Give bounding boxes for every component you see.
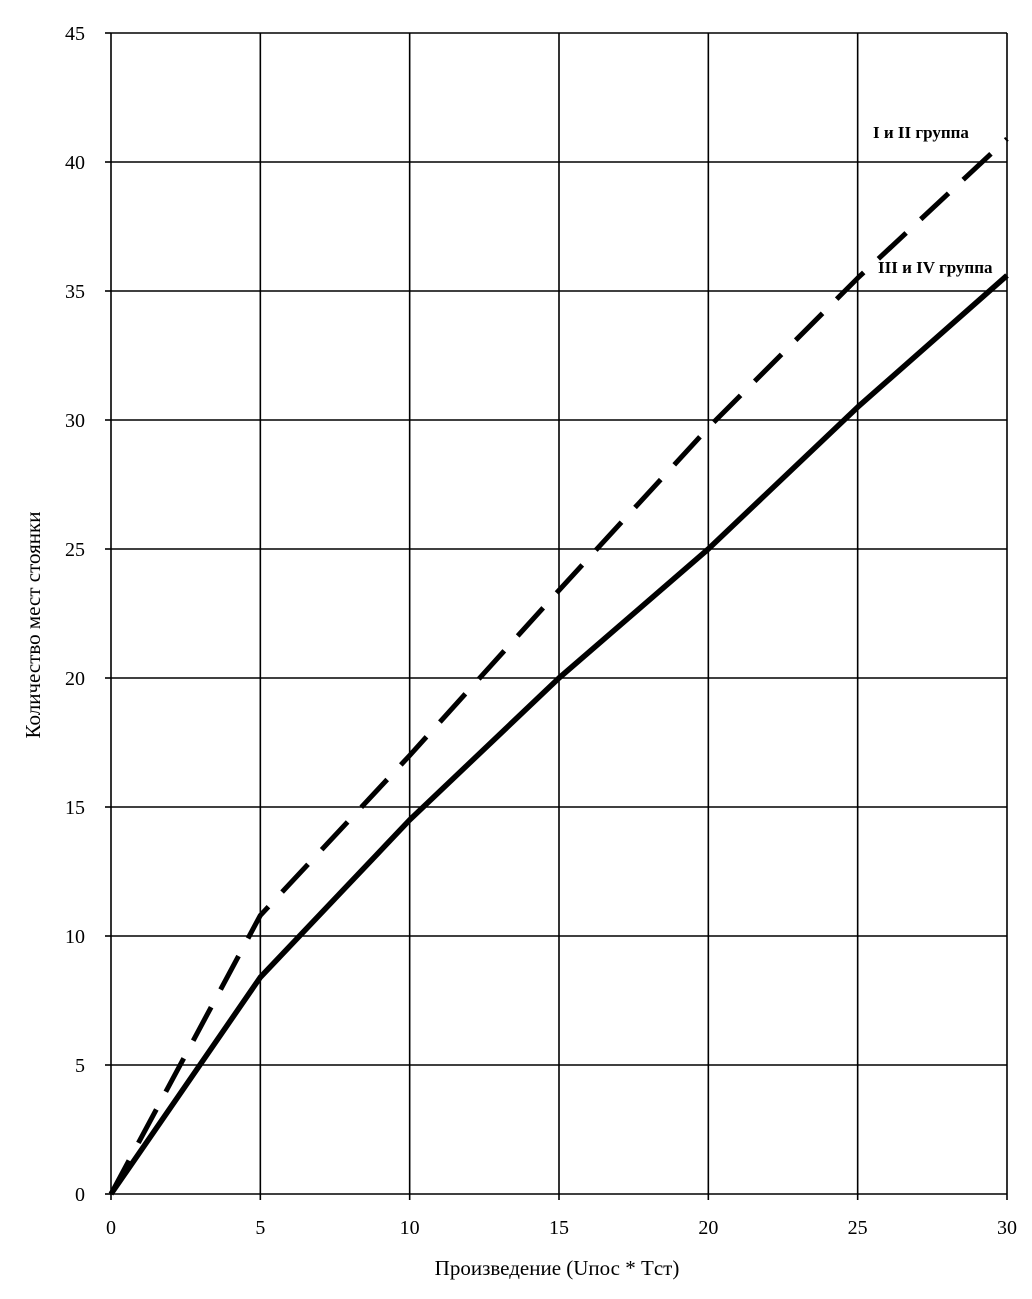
x-tick-label: 0 [106,1217,116,1239]
series-line-i-ii-group [108,136,1009,1196]
x-tick-label: 15 [549,1217,569,1239]
x-tick-label: 5 [255,1217,265,1239]
y-tick-label: 20 [65,668,85,690]
x-axis-title: Произведение (Uпос * Tст) [435,1256,680,1280]
y-tick-label: 0 [75,1184,85,1206]
y-tick-label: 40 [65,152,85,174]
x-tick-label: 30 [997,1217,1017,1239]
x-tick-label: 20 [698,1217,718,1239]
y-tick-label: 10 [65,926,85,948]
y-tick-label: 25 [65,539,85,561]
grid-lines [105,32,1008,1200]
series-line-iii-iv-group [108,273,1009,1196]
y-tick-label: 15 [65,797,85,819]
y-tick-label: 30 [65,410,85,432]
y-tick-label: 35 [65,281,85,303]
x-axis-ticks: 0 5 10 15 20 25 30 [106,1217,1017,1239]
x-tick-label: 25 [848,1217,868,1239]
y-tick-label: 5 [75,1055,85,1077]
series-label-i-ii-group: I и II группа [873,123,969,142]
series-label-iii-iv-group: III и IV группа [878,258,993,277]
y-axis-ticks: 0 5 10 15 20 25 30 35 40 45 [65,23,85,1206]
x-tick-label: 10 [400,1217,420,1239]
y-axis-title: Количество мест стоянки [21,512,45,739]
y-tick-label: 45 [65,23,85,45]
series-lines [108,136,1009,1196]
